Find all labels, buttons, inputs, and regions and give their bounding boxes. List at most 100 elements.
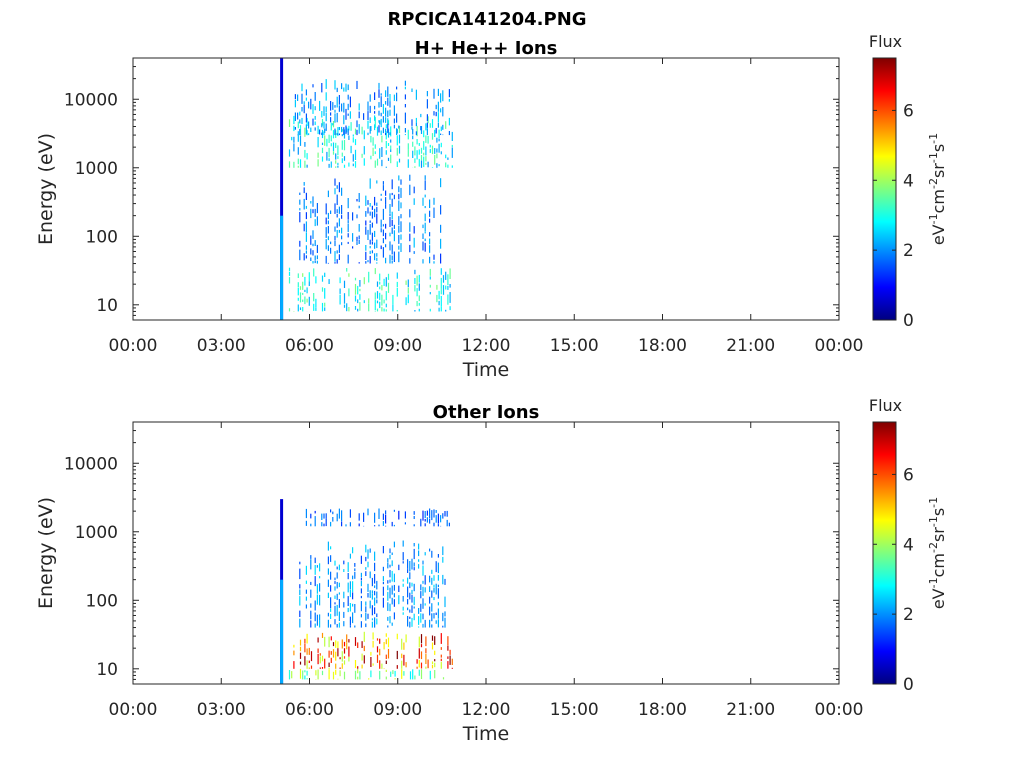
flux-pixel bbox=[345, 125, 347, 134]
x-tick-label: 06:00 bbox=[285, 336, 334, 356]
flux-pixel bbox=[385, 525, 387, 527]
flux-pixel bbox=[382, 127, 384, 134]
flux-pixel bbox=[335, 142, 337, 148]
flux-pixel bbox=[429, 508, 431, 518]
flux-pixel bbox=[310, 559, 312, 570]
flux-pixel bbox=[349, 509, 351, 518]
flux-pixel bbox=[435, 104, 437, 110]
flux-pixel bbox=[308, 281, 310, 286]
flux-pixel bbox=[341, 134, 343, 137]
flux-pixel bbox=[389, 548, 391, 554]
flux-pixel bbox=[437, 602, 439, 606]
flux-pixel bbox=[336, 604, 338, 616]
flux-pixel bbox=[420, 126, 423, 134]
flux-pixel bbox=[438, 290, 440, 300]
flux-pixel bbox=[440, 647, 442, 650]
flux-pixel bbox=[389, 232, 391, 237]
flux-pixel bbox=[418, 636, 420, 648]
flux-pixel bbox=[389, 101, 391, 108]
flux-pixel bbox=[352, 592, 354, 600]
flux-pixel bbox=[294, 99, 296, 108]
flux-pixel bbox=[436, 284, 438, 290]
flux-pixel bbox=[363, 146, 365, 155]
flux-pixel bbox=[380, 118, 382, 128]
flux-pixel bbox=[379, 273, 381, 281]
flux-pixel bbox=[343, 560, 345, 565]
flux-pixel bbox=[402, 540, 404, 547]
flux-pixel bbox=[367, 101, 369, 111]
flux-pixel bbox=[411, 126, 413, 130]
flux-pixel bbox=[436, 294, 438, 303]
flux-pixel bbox=[418, 302, 420, 306]
flux-pixel bbox=[385, 132, 387, 136]
flux-pixel bbox=[436, 148, 438, 153]
colorbar-label: eV-1cm-2sr-1s-1 bbox=[927, 133, 948, 245]
flux-pixel bbox=[380, 228, 382, 233]
flux-pixel bbox=[429, 123, 431, 128]
flux-pixel bbox=[415, 122, 417, 127]
flux-band bbox=[288, 115, 453, 168]
flux-pixel bbox=[360, 555, 362, 564]
flux-pixel bbox=[434, 129, 436, 137]
flux-pixel bbox=[451, 131, 453, 141]
flux-pixel bbox=[385, 244, 387, 248]
flux-pixel bbox=[393, 251, 395, 262]
flux-pixel bbox=[325, 239, 327, 250]
flux-pixel bbox=[385, 514, 387, 524]
flux-pixel bbox=[310, 248, 312, 255]
flux-pixel bbox=[332, 130, 335, 139]
flux-pixel bbox=[369, 590, 371, 598]
flux-pixel bbox=[372, 640, 374, 648]
flux-pixel bbox=[414, 269, 416, 275]
flux-pixel bbox=[357, 676, 359, 680]
flux-pixel bbox=[343, 164, 346, 168]
flux-pixel bbox=[418, 559, 420, 562]
flux-pixel bbox=[336, 513, 338, 522]
flux-pixel bbox=[442, 513, 444, 519]
flux-pixel bbox=[330, 555, 332, 562]
flux-pixel bbox=[415, 117, 417, 123]
flux-pixel bbox=[347, 84, 349, 91]
flux-pixel bbox=[445, 121, 447, 129]
flux-pixel bbox=[341, 651, 343, 662]
flux-pixel bbox=[348, 639, 350, 643]
flux-pixel bbox=[396, 281, 398, 288]
flux-pixel bbox=[433, 111, 435, 116]
flux-pixel bbox=[374, 562, 376, 572]
flux-pixel bbox=[379, 148, 381, 159]
flux-pixel bbox=[442, 677, 445, 680]
flux-pixel bbox=[426, 99, 428, 109]
flux-pixel bbox=[444, 617, 446, 628]
flux-pixel bbox=[374, 111, 376, 114]
flux-pixel bbox=[327, 236, 329, 241]
flux-pixel bbox=[374, 242, 376, 249]
flux-pixel bbox=[409, 209, 411, 218]
flux-pixel bbox=[385, 131, 387, 140]
flux-pixel bbox=[299, 125, 302, 135]
flux-pixel bbox=[304, 296, 306, 305]
flux-pixel bbox=[288, 670, 291, 680]
flux-pixel bbox=[316, 255, 318, 260]
flux-pixel bbox=[412, 669, 414, 680]
flux-pixel bbox=[418, 149, 420, 155]
flux-pixel bbox=[429, 144, 431, 148]
flux-pixel bbox=[391, 219, 393, 227]
flux-pixel bbox=[374, 607, 376, 615]
flux-pixel bbox=[391, 244, 393, 255]
flux-pixel bbox=[367, 561, 369, 568]
flux-pixel bbox=[431, 661, 434, 664]
flux-pixel bbox=[442, 556, 444, 563]
flux-pixel bbox=[420, 669, 423, 679]
flux-pixel bbox=[440, 289, 442, 295]
flux-pixel bbox=[418, 283, 420, 291]
flux-pixel bbox=[314, 255, 316, 261]
flux-pixel bbox=[310, 651, 313, 662]
flux-pixel bbox=[391, 211, 393, 220]
flux-pixel bbox=[391, 521, 393, 527]
flux-pixel bbox=[429, 284, 431, 288]
flux-pixel bbox=[437, 101, 439, 112]
flux-pixel bbox=[332, 511, 334, 515]
flux-pixel bbox=[371, 618, 373, 621]
flux-pixel bbox=[358, 124, 360, 134]
flux-pixel bbox=[376, 158, 379, 166]
